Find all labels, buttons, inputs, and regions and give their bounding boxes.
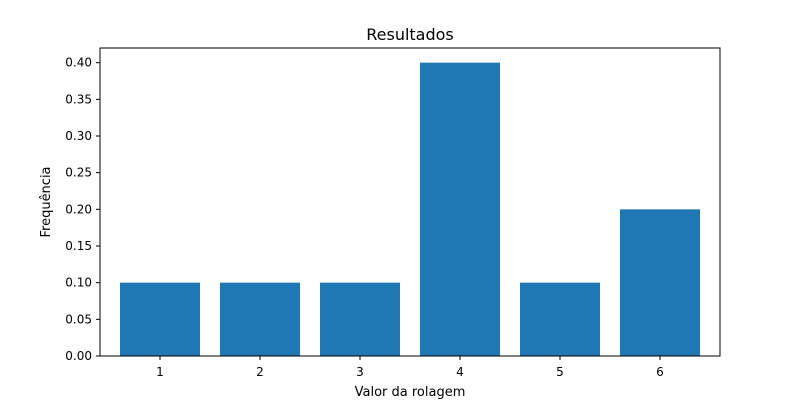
bar-5 [520,282,600,356]
x-tick-label: 5 [556,365,564,379]
y-tick-label: 0.25 [65,166,92,180]
bar-4 [420,62,500,357]
y-tick-label: 0.05 [65,312,92,326]
y-tick-label: 0.10 [65,276,92,290]
y-tick-label: 0.30 [65,129,92,143]
x-tick-label: 6 [656,365,664,379]
x-axis-label: Valor da rolagem [355,385,466,400]
chart-title: Resultados [366,25,454,44]
x-axis-ticks: 1 2 3 4 5 6 [156,356,664,379]
y-axis-ticks: 0.00 0.05 0.10 0.15 0.20 0.25 0.30 0.35 0.40 [65,56,100,363]
bar-2 [220,282,300,356]
bars-group [120,62,700,357]
x-tick-label: 1 [156,365,164,379]
x-tick-label: 2 [256,365,264,379]
y-tick-label: 0.15 [65,239,92,253]
plot-frame [99,47,721,357]
bar-6 [620,209,700,356]
y-tick-label: 0.20 [65,202,92,216]
y-axis-label: Frequência [39,166,54,237]
x-tick-label: 3 [356,365,364,379]
y-tick-label: 0.35 [65,92,92,106]
bar-1 [120,282,200,356]
y-tick-label: 0.00 [65,349,92,363]
x-tick-label: 4 [456,365,464,379]
y-tick-label: 0.40 [65,56,92,70]
bar-3 [320,282,400,356]
